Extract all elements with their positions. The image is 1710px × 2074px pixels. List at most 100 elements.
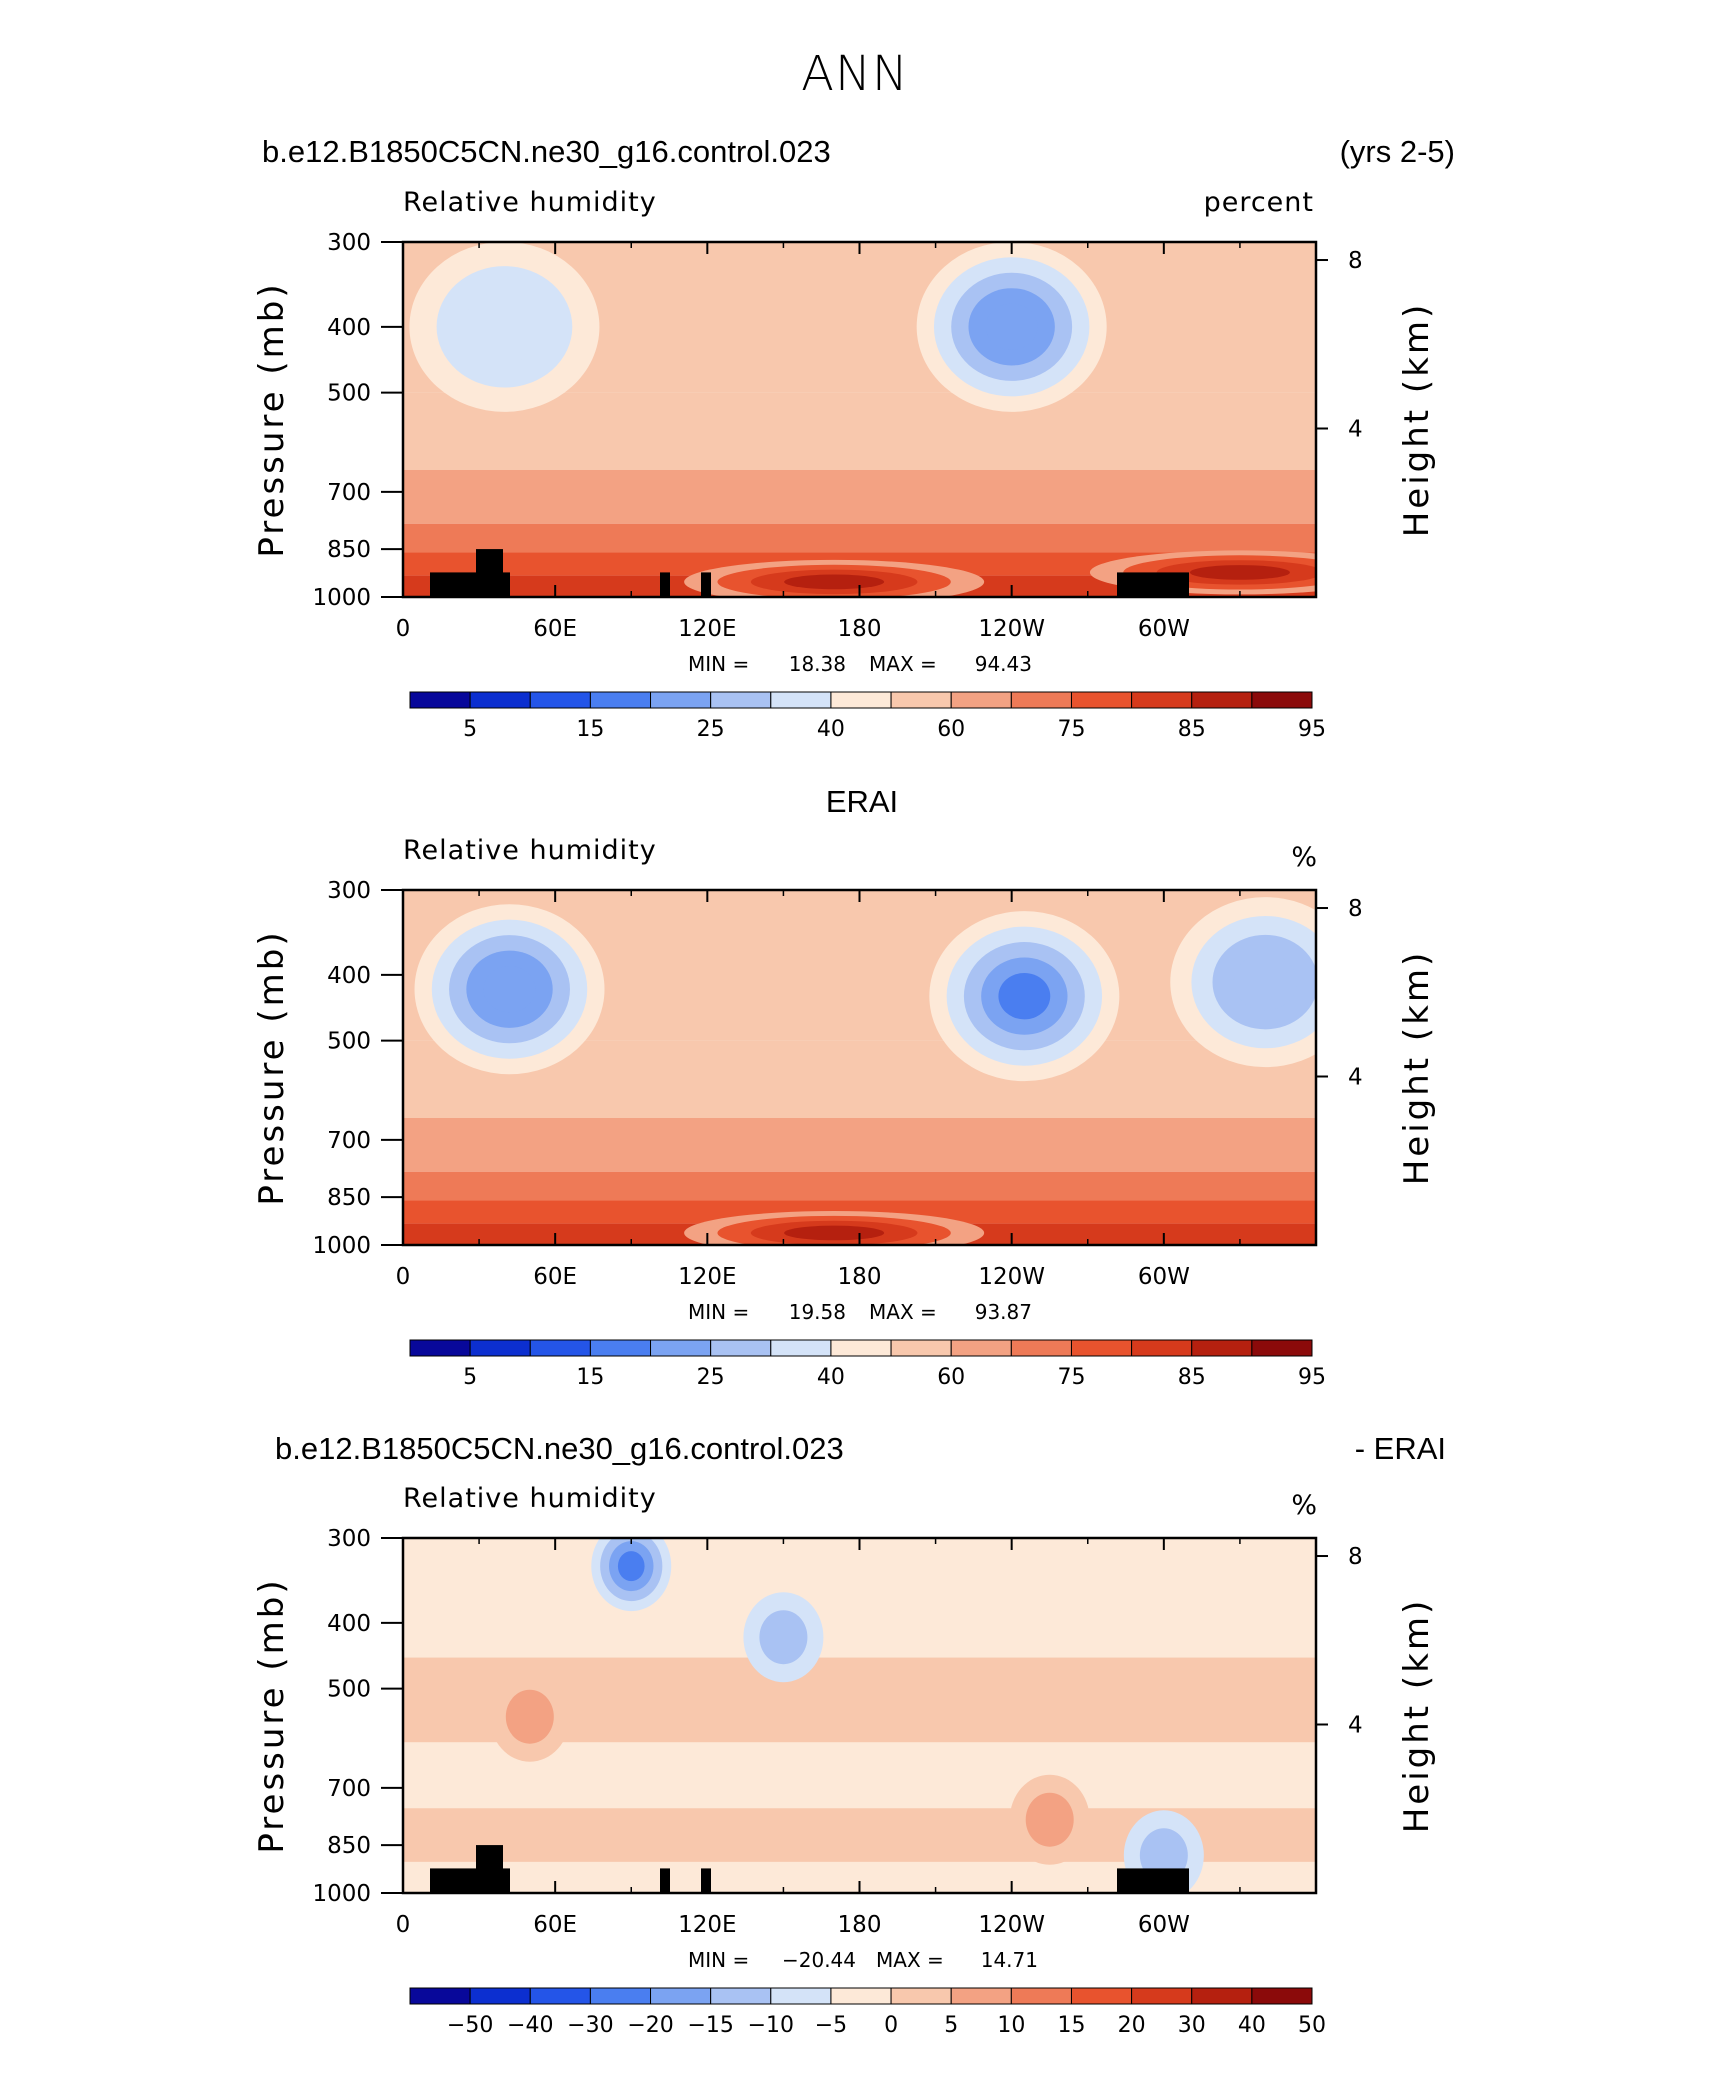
colorbar-box xyxy=(1010,1987,1072,2005)
y-tick-label: 500 xyxy=(327,1677,371,1703)
y-tick-label: 700 xyxy=(327,480,371,506)
colorbar-box xyxy=(1131,691,1193,709)
colorbar-label: 40 xyxy=(817,717,845,742)
background-band xyxy=(403,1742,1316,1809)
colorbar-label: 40 xyxy=(1238,2013,1266,2038)
contour-feature xyxy=(617,1551,645,1582)
variable-label: Relative humidity xyxy=(403,1483,657,1514)
max-label: MAX = xyxy=(869,652,937,676)
colorbar-box xyxy=(770,1339,832,1357)
max-value: 14.71 xyxy=(981,1948,1038,1972)
units-label: percent xyxy=(1204,187,1314,218)
panel-diff: b.e12.B1850C5CN.ne30_g16.control.023 - E… xyxy=(252,1431,1446,2038)
colorbar-label: 30 xyxy=(1178,2013,1206,2038)
colorbar-box xyxy=(469,1339,531,1357)
x-tick-label: 120W xyxy=(978,1264,1045,1290)
colorbar-box xyxy=(1131,1987,1193,2005)
y-tick-label: 300 xyxy=(327,230,371,256)
colorbar-box xyxy=(650,691,712,709)
land-mask xyxy=(476,1845,503,1870)
colorbar-box xyxy=(1191,1987,1253,2005)
colorbar-box xyxy=(409,1987,471,2005)
y-tick-label: 850 xyxy=(327,537,371,563)
y2-tick-label: 8 xyxy=(1348,248,1363,274)
case-title: b.e12.B1850C5CN.ne30_g16.control.023 xyxy=(275,1431,844,1466)
y2-tick-label: 8 xyxy=(1348,1544,1363,1570)
colorbar-box xyxy=(830,691,892,709)
colorbar-label: 50 xyxy=(1298,2013,1326,2038)
y2-tick-label: 4 xyxy=(1348,1713,1363,1739)
background-band xyxy=(403,523,1316,553)
land-mask xyxy=(701,1868,711,1893)
y-axis-label: Pressure (mb) xyxy=(252,929,292,1205)
colorbar-label: 85 xyxy=(1178,1365,1206,1390)
x-tick-label: 60E xyxy=(533,1264,577,1290)
colorbar-label: −40 xyxy=(507,2013,553,2038)
contour-feature xyxy=(784,574,885,590)
x-tick-label: 180 xyxy=(838,1912,882,1938)
colorbar-box xyxy=(469,691,531,709)
page-title: ANN xyxy=(801,46,909,102)
colorbar-box xyxy=(710,1339,772,1357)
y-tick-label: 400 xyxy=(327,315,371,341)
min-label: MIN = xyxy=(688,1948,749,1972)
colorbar-label: −30 xyxy=(567,2013,613,2038)
y-axis-label: Pressure (mb) xyxy=(252,281,292,557)
contour-feature xyxy=(1189,565,1290,580)
background-band xyxy=(403,469,1316,524)
x-tick-label: 180 xyxy=(838,616,882,642)
colorbar-box xyxy=(589,1987,652,2005)
colorbar-label: −20 xyxy=(627,2013,673,2038)
contour-fill xyxy=(403,890,1316,1245)
y-tick-label: 1000 xyxy=(312,585,371,611)
y-tick-label: 1000 xyxy=(312,1233,371,1259)
contour-feature xyxy=(759,1610,808,1665)
colorbar-box xyxy=(890,691,952,709)
colorbar-label: −5 xyxy=(815,2013,847,2038)
colorbar-label: 40 xyxy=(817,1365,845,1390)
min-value: −20.44 xyxy=(782,1948,856,1972)
y-tick-label: 400 xyxy=(327,1611,371,1637)
colorbar-box xyxy=(830,1339,892,1357)
x-tick-label: 60E xyxy=(533,616,577,642)
variable-label: Relative humidity xyxy=(403,187,657,218)
colorbar-label: 20 xyxy=(1118,2013,1146,2038)
colorbar-box xyxy=(529,691,591,709)
colorbar-box xyxy=(1070,1987,1133,2005)
min-label: MIN = xyxy=(688,1300,749,1324)
contour-feature xyxy=(463,290,546,364)
axes-diff: 0 60E 120E 180 120W 60W 300 400 500 700 850 1000 4 8 P… xyxy=(252,1526,1437,1938)
colorbar-box xyxy=(950,1987,1012,2005)
colorbar-box xyxy=(1070,1339,1133,1357)
colorbar-label: −10 xyxy=(748,2013,794,2038)
background-band xyxy=(403,392,1316,470)
contour-feature xyxy=(784,1225,885,1241)
contour-feature xyxy=(1025,1792,1074,1847)
contour-plot-model xyxy=(403,242,1316,597)
contour-plot-diff xyxy=(403,1538,1316,1893)
y-tick-label: 850 xyxy=(327,1833,371,1859)
x-tick-label: 0 xyxy=(396,616,411,642)
background-band xyxy=(403,1171,1316,1201)
y-tick-label: 700 xyxy=(327,1128,371,1154)
colorbar-box xyxy=(890,1987,952,2005)
max-label: MAX = xyxy=(876,1948,944,1972)
y2-tick-label: 4 xyxy=(1348,1065,1363,1091)
colorbar-box xyxy=(890,1339,952,1357)
colorbar-box xyxy=(770,691,832,709)
x-tick-label: 0 xyxy=(396,1264,411,1290)
land-mask xyxy=(430,572,510,597)
y-tick-label: 850 xyxy=(327,1185,371,1211)
y-tick-label: 500 xyxy=(327,381,371,407)
x-tick-label: 180 xyxy=(838,1264,882,1290)
colorbar-box xyxy=(409,691,471,709)
case-title: b.e12.B1850C5CN.ne30_g16.control.023 xyxy=(262,134,831,169)
colorbar-label: 85 xyxy=(1178,717,1206,742)
x-tick-label: 120E xyxy=(678,1912,736,1938)
colorbar-obs: 5 15 25 40 60 75 85 95 xyxy=(409,1339,1326,1390)
contour-feature xyxy=(1233,953,1297,1011)
min-label: MIN = xyxy=(688,652,749,676)
colorbar-label: 5 xyxy=(463,1365,477,1390)
y2-axis-label: Height (km) xyxy=(1397,950,1437,1186)
units-label: % xyxy=(1291,1490,1318,1521)
